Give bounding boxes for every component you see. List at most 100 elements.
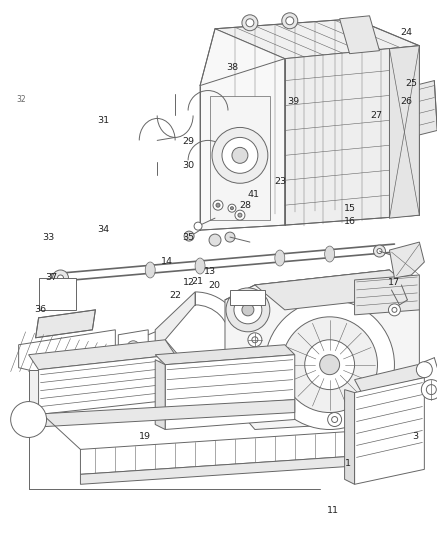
Circle shape <box>57 275 64 281</box>
Text: 34: 34 <box>97 225 110 234</box>
Circle shape <box>305 340 355 390</box>
Circle shape <box>232 148 248 163</box>
Ellipse shape <box>145 262 155 278</box>
Text: 19: 19 <box>139 432 151 441</box>
Circle shape <box>328 413 342 426</box>
Text: 14: 14 <box>161 257 173 265</box>
Text: 12: 12 <box>183 278 194 287</box>
Text: 13: 13 <box>204 268 216 276</box>
Polygon shape <box>345 390 355 484</box>
Circle shape <box>225 232 235 242</box>
Circle shape <box>242 304 254 316</box>
Text: 11: 11 <box>326 506 339 515</box>
Circle shape <box>57 287 71 301</box>
Circle shape <box>226 288 270 332</box>
Circle shape <box>260 353 270 362</box>
Text: 16: 16 <box>344 217 356 226</box>
Polygon shape <box>389 46 419 218</box>
Text: 33: 33 <box>42 233 55 242</box>
Text: 30: 30 <box>182 161 194 170</box>
Polygon shape <box>28 340 175 370</box>
Polygon shape <box>35 310 95 338</box>
Text: 38: 38 <box>226 63 238 72</box>
Polygon shape <box>255 270 419 310</box>
Circle shape <box>230 207 233 209</box>
Text: 20: 20 <box>208 280 221 289</box>
Polygon shape <box>118 330 148 362</box>
Polygon shape <box>155 360 165 430</box>
Ellipse shape <box>275 250 285 266</box>
Circle shape <box>11 401 46 438</box>
Text: 17: 17 <box>388 278 399 287</box>
Circle shape <box>417 362 432 378</box>
Circle shape <box>238 213 242 217</box>
Polygon shape <box>155 345 295 365</box>
Bar <box>39 278 77 310</box>
Polygon shape <box>339 16 379 54</box>
Circle shape <box>252 337 258 343</box>
Text: 29: 29 <box>183 137 194 146</box>
Circle shape <box>213 200 223 210</box>
Polygon shape <box>225 270 419 430</box>
Circle shape <box>242 15 258 31</box>
Circle shape <box>53 270 68 286</box>
Text: 39: 39 <box>287 98 299 106</box>
Polygon shape <box>355 365 424 393</box>
Circle shape <box>332 416 338 423</box>
Polygon shape <box>200 29 285 230</box>
Circle shape <box>235 210 245 220</box>
Text: 35: 35 <box>182 233 194 242</box>
Circle shape <box>127 341 139 353</box>
Circle shape <box>248 333 262 347</box>
Text: 24: 24 <box>401 28 413 37</box>
Polygon shape <box>389 242 424 278</box>
Text: 23: 23 <box>274 177 286 186</box>
Circle shape <box>234 296 262 324</box>
Circle shape <box>184 231 194 241</box>
Text: 37: 37 <box>45 272 57 281</box>
Text: 21: 21 <box>191 277 203 286</box>
Ellipse shape <box>325 246 335 262</box>
Text: 31: 31 <box>97 116 110 125</box>
Polygon shape <box>414 80 437 135</box>
Polygon shape <box>81 430 379 474</box>
Circle shape <box>263 356 267 360</box>
Circle shape <box>265 300 395 430</box>
Polygon shape <box>355 275 419 315</box>
Circle shape <box>209 234 221 246</box>
Polygon shape <box>215 19 419 59</box>
Circle shape <box>194 222 202 230</box>
Circle shape <box>286 17 294 25</box>
Polygon shape <box>285 46 419 225</box>
Circle shape <box>320 355 339 375</box>
Text: 25: 25 <box>405 79 417 88</box>
Text: 3: 3 <box>413 432 419 441</box>
Polygon shape <box>28 400 295 427</box>
Text: 15: 15 <box>344 204 356 213</box>
Bar <box>230 290 265 305</box>
Text: 1: 1 <box>345 458 351 467</box>
Text: 28: 28 <box>239 201 251 210</box>
Text: 22: 22 <box>170 291 181 300</box>
Polygon shape <box>81 455 379 484</box>
Text: 41: 41 <box>248 190 260 199</box>
Polygon shape <box>355 378 424 484</box>
Text: 27: 27 <box>370 110 382 119</box>
Text: 26: 26 <box>401 98 413 106</box>
Circle shape <box>212 127 268 183</box>
Circle shape <box>377 248 382 254</box>
Circle shape <box>282 13 298 29</box>
Polygon shape <box>19 330 115 372</box>
Circle shape <box>421 379 438 400</box>
Circle shape <box>374 245 385 257</box>
Circle shape <box>216 203 220 207</box>
Circle shape <box>222 138 258 173</box>
Circle shape <box>246 19 254 27</box>
Polygon shape <box>28 370 39 415</box>
Polygon shape <box>165 355 295 430</box>
Ellipse shape <box>195 258 205 274</box>
Circle shape <box>426 385 436 394</box>
Text: 32: 32 <box>17 95 26 103</box>
Polygon shape <box>155 292 195 387</box>
Circle shape <box>392 308 397 312</box>
